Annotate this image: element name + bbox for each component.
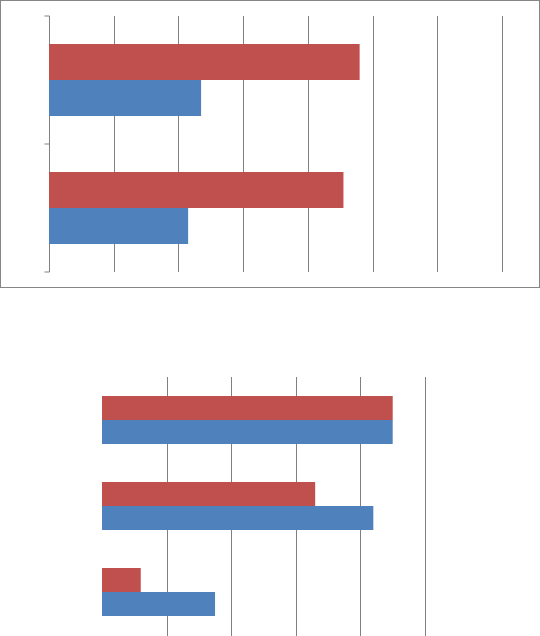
bar-series-1-category-2 bbox=[49, 172, 344, 208]
chart-top bbox=[0, 0, 540, 288]
chart-bottom bbox=[102, 377, 426, 636]
bar-series-2-category-2 bbox=[49, 208, 189, 244]
bar-series-1-category-1 bbox=[49, 44, 360, 80]
bar-series-1-category-2 bbox=[102, 482, 316, 506]
bar-series-2-category-1 bbox=[102, 420, 393, 444]
bar-series-1-category-1 bbox=[102, 396, 393, 420]
bar-series-2-category-1 bbox=[49, 80, 202, 116]
bar-series-2-category-2 bbox=[102, 506, 374, 530]
bar-series-2-category-3 bbox=[102, 592, 216, 616]
chart-frame bbox=[0, 0, 540, 288]
bar-series-1-category-3 bbox=[102, 568, 141, 592]
